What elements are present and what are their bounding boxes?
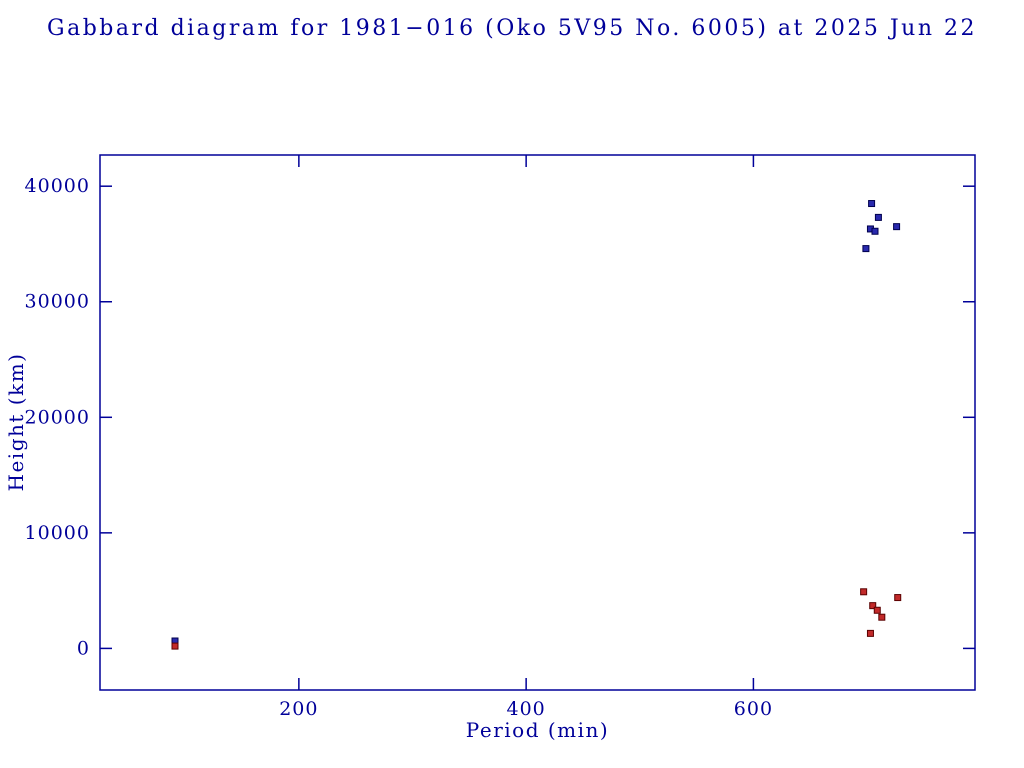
data-point-apogee [862,245,870,253]
x-tick-label: 400 [507,698,546,720]
x-tick-label: 600 [734,698,773,720]
data-point-perigee [873,606,881,614]
y-tick-label: 0 [77,637,90,659]
chart-title: Gabbard diagram for 1981−016 (Oko 5V95 N… [47,16,977,41]
y-tick-label: 20000 [25,406,90,428]
data-point-apogee [868,200,876,208]
y-axis-label: Height (km) [4,352,28,492]
x-axis-label: Period (min) [465,718,610,742]
data-point-perigee [866,629,874,637]
data-point-perigee [869,602,877,610]
y-tick-label: 30000 [25,291,90,313]
data-point-perigee [860,588,868,596]
data-point-apogee [893,223,901,231]
plot-border [99,154,976,691]
y-tick-label: 10000 [25,522,90,544]
y-tick-label: 40000 [25,175,90,197]
data-point-perigee [894,594,902,602]
data-point-apogee [871,227,879,235]
data-point-perigee [878,613,886,621]
x-tick-label: 200 [279,698,318,720]
data-point-apogee [874,213,882,221]
data-point-perigee [171,642,179,650]
